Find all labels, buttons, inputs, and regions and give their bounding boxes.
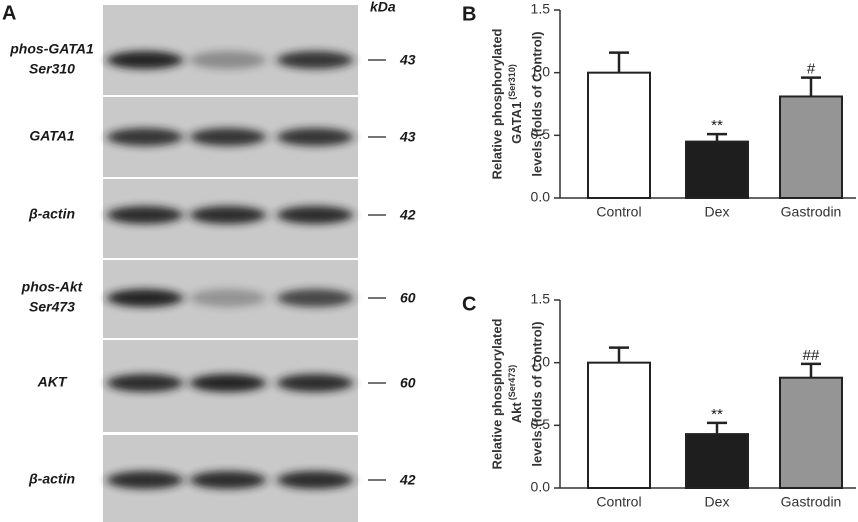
row-label: AKT bbox=[37, 374, 68, 390]
x-tick-label: Control bbox=[596, 204, 641, 220]
bar bbox=[779, 376, 843, 489]
band bbox=[107, 471, 183, 489]
band bbox=[190, 289, 266, 307]
unit-label: kDa bbox=[370, 0, 396, 15]
y-axis-label-sup: (Ser473) bbox=[507, 365, 517, 401]
row-label: Ser310 bbox=[29, 61, 75, 77]
kda-label: 60 bbox=[400, 290, 416, 306]
band bbox=[277, 51, 353, 69]
x-tick-label: Gastrodin bbox=[781, 204, 842, 220]
row-label: GATA1 bbox=[29, 128, 75, 144]
bar bbox=[779, 95, 843, 199]
row-label: phos-Akt bbox=[21, 279, 84, 295]
y-axis-label: Relative phosphorylated bbox=[489, 28, 504, 179]
y-tick-label: 0.5 bbox=[531, 416, 551, 432]
band bbox=[107, 51, 183, 69]
significance-label: ## bbox=[803, 347, 820, 364]
x-tick-label: Control bbox=[596, 494, 641, 510]
y-axis-label: Relative phosphorylated bbox=[489, 318, 504, 469]
row-label: phos-GATA1 bbox=[9, 41, 94, 57]
band bbox=[277, 128, 353, 146]
kda-label: 42 bbox=[399, 207, 416, 223]
bar bbox=[685, 433, 749, 489]
panel-letter: B bbox=[462, 3, 476, 25]
row-label: Ser473 bbox=[29, 299, 75, 315]
y-tick-label: 1.5 bbox=[531, 1, 551, 17]
band bbox=[107, 128, 183, 146]
y-tick-label: 0.5 bbox=[531, 126, 551, 142]
blot-strip bbox=[103, 5, 358, 95]
y-axis-label-main: Akt bbox=[509, 402, 524, 424]
y-axis-label: levels (folds of Control) bbox=[529, 321, 544, 466]
band bbox=[190, 471, 266, 489]
y-axis-label-sup: (Ser310) bbox=[507, 64, 517, 100]
panel-letter: A bbox=[2, 2, 16, 24]
significance-label: ** bbox=[711, 117, 723, 134]
kda-label: 43 bbox=[399, 129, 416, 145]
y-tick-label: 0.0 bbox=[531, 479, 551, 495]
panel-letter: C bbox=[462, 293, 476, 315]
x-tick-label: Gastrodin bbox=[781, 494, 842, 510]
y-axis-label: Akt(Ser473) bbox=[507, 365, 524, 423]
bar bbox=[587, 361, 651, 489]
significance-label: ** bbox=[711, 406, 723, 423]
y-axis-label: levels (folds of Control) bbox=[529, 31, 544, 176]
band bbox=[277, 471, 353, 489]
band bbox=[107, 374, 183, 392]
y-tick-label: 1.0 bbox=[531, 353, 551, 369]
band bbox=[190, 206, 266, 224]
bar bbox=[587, 71, 651, 199]
y-tick-label: 1.0 bbox=[531, 63, 551, 79]
y-tick-label: 0.0 bbox=[531, 189, 551, 205]
row-label: β-actin bbox=[28, 471, 75, 487]
band bbox=[190, 128, 266, 146]
band bbox=[190, 374, 266, 392]
bar bbox=[685, 140, 749, 200]
band bbox=[107, 289, 183, 307]
kda-label: 43 bbox=[399, 52, 416, 68]
band bbox=[277, 374, 353, 392]
y-axis-label: GATA1 (Ser310) bbox=[507, 64, 524, 144]
y-axis-label-main: GATA1 bbox=[509, 102, 524, 144]
x-tick-label: Dex bbox=[705, 204, 730, 220]
kda-label: 60 bbox=[400, 375, 416, 391]
band bbox=[190, 51, 266, 69]
band bbox=[107, 206, 183, 224]
row-label: β-actin bbox=[28, 206, 75, 222]
significance-label: # bbox=[807, 61, 816, 78]
y-tick-label: 1.5 bbox=[531, 291, 551, 307]
band bbox=[277, 206, 353, 224]
band bbox=[277, 289, 353, 307]
x-tick-label: Dex bbox=[705, 494, 730, 510]
kda-label: 42 bbox=[399, 472, 416, 488]
